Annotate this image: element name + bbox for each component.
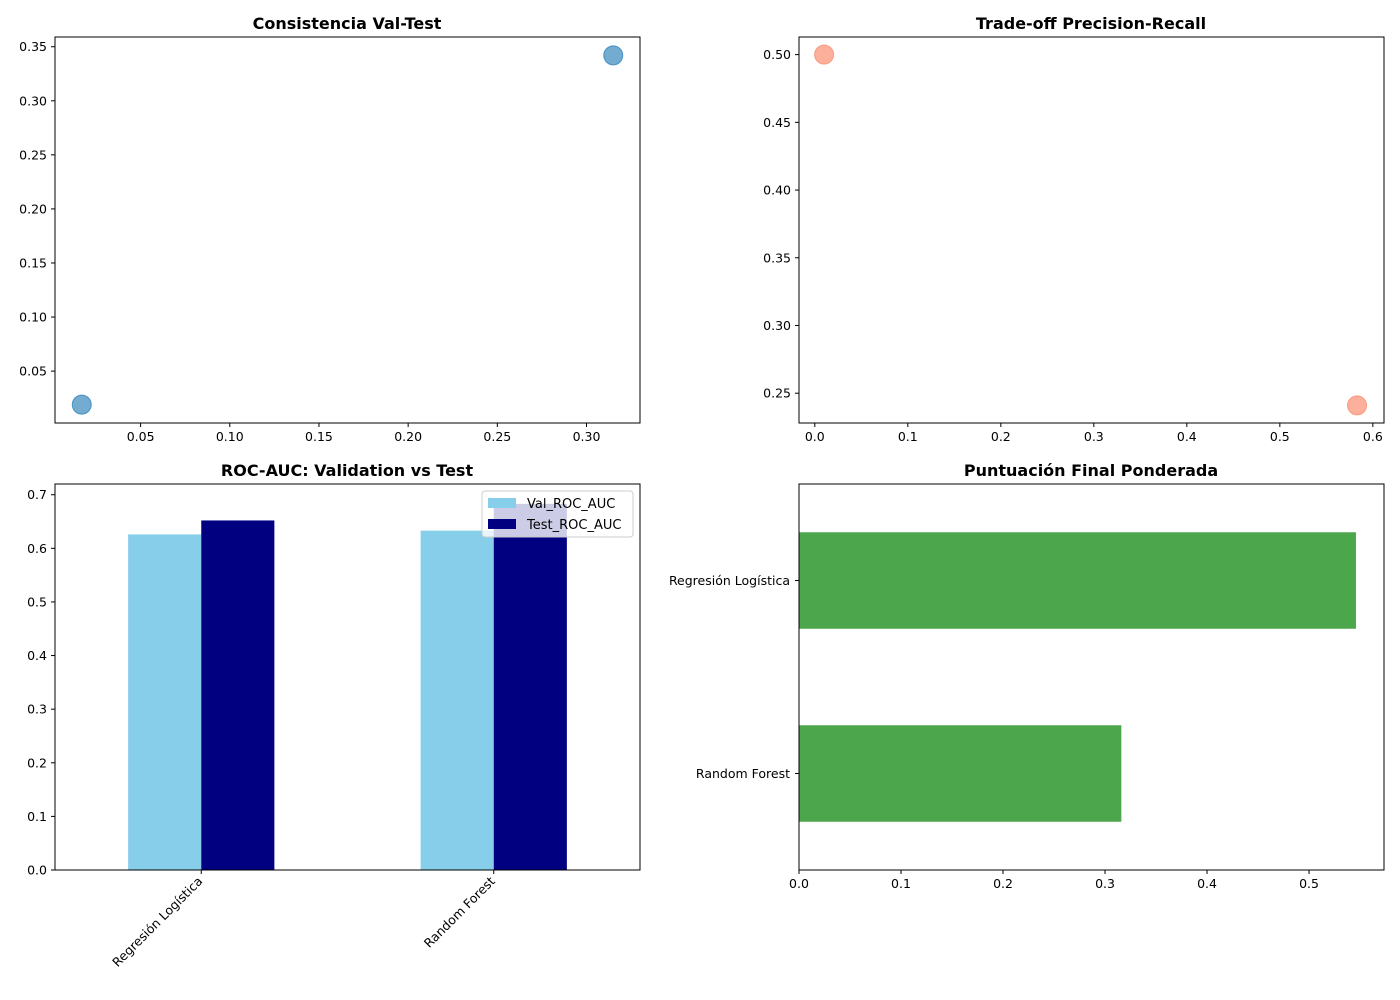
y-tick-label: 0.5	[27, 594, 47, 609]
x-tick-label: 0.4	[1177, 429, 1197, 444]
bar	[201, 520, 275, 870]
x-tick-label: 0.30	[573, 429, 601, 444]
x-axis: 0.05 0.10 0.15 0.20 0.25 0.30	[127, 423, 601, 444]
legend-swatch-val	[488, 498, 516, 508]
scatter-point	[1347, 395, 1368, 416]
x-tick-label: 0.1	[891, 876, 911, 891]
x-tick-label: 0.05	[127, 429, 155, 444]
x-axis: 0.0 0.1 0.2 0.3 0.4 0.5 0.6	[805, 423, 1383, 444]
plot-frame	[54, 36, 641, 424]
scatter-point	[71, 394, 92, 415]
y-tick-label: 0.15	[19, 255, 47, 270]
y-tick-label: 0.35	[19, 39, 47, 54]
y-tick-label: 0.10	[19, 310, 47, 325]
y-tick-label: 0.4	[27, 648, 47, 663]
x-axis: Regresión Logística Random Forest	[109, 870, 498, 970]
legend: Val_ROC_AUC Test_ROC_AUC	[481, 490, 634, 538]
y-tick-label: 0.25	[763, 386, 791, 401]
x-tick-label: 0.5	[1270, 429, 1290, 444]
legend-label-test: Test_ROC_AUC	[526, 518, 621, 533]
y-tick-label: 0.50	[763, 47, 791, 62]
chart-title: Puntuación Final Ponderada	[964, 461, 1218, 480]
plot-frame	[54, 483, 641, 871]
hbars	[799, 532, 1356, 822]
hbar	[799, 725, 1122, 822]
y-tick-label: 0.7	[27, 487, 47, 502]
legend-box	[481, 490, 634, 538]
x-tick-label: Regresión Logística	[109, 874, 205, 970]
hbar	[799, 532, 1356, 629]
x-tick-label: 0.10	[216, 429, 244, 444]
y-tick-label: 0.1	[27, 809, 47, 824]
y-tick-label: 0.45	[763, 115, 791, 130]
bar-groups	[128, 503, 567, 870]
x-tick-label: 0.0	[789, 876, 809, 891]
x-tick-label: 0.2	[991, 429, 1011, 444]
y-tick-label: 0.30	[763, 318, 791, 333]
x-tick-label: 0.5	[1299, 876, 1319, 891]
y-tick-label: 0.05	[19, 364, 47, 379]
chart-consistencia: Consistencia Val-Test 0.05 0.10 0.15 0.20 0.…	[19, 14, 641, 444]
y-axis: 0.25 0.30 0.35 0.40 0.45 0.50	[763, 47, 799, 401]
x-tick-label: Random Forest	[421, 873, 498, 950]
y-tick-label: 0.0	[27, 863, 47, 878]
y-axis: 0.05 0.10 0.15 0.20 0.25 0.30 0.35	[19, 39, 55, 379]
y-tick-label: 0.35	[763, 250, 791, 265]
y-tick-label: Regresión Logística	[669, 573, 790, 588]
x-tick-label: 0.1	[898, 429, 918, 444]
plot-frame	[798, 36, 1385, 424]
plot-frame	[798, 483, 1385, 871]
y-tick-label: 0.3	[27, 702, 47, 717]
y-axis: Regresión Logística Random Forest	[669, 573, 799, 781]
x-tick-label: 0.25	[483, 429, 511, 444]
chart-puntuacion-final: Puntuación Final Ponderada 0.0 0.1 0.2 0.3 0…	[669, 461, 1385, 891]
scatter-point	[814, 44, 835, 65]
y-axis: 0.0 0.1 0.2 0.3 0.4 0.5 0.6 0.7	[27, 487, 55, 878]
x-tick-label: 0.0	[805, 429, 825, 444]
x-tick-label: 0.6	[1363, 429, 1383, 444]
bar	[128, 534, 202, 870]
chart-roc-auc: ROC-AUC: Validation vs Test Regresión Lo…	[27, 461, 641, 970]
y-tick-label: 0.40	[763, 183, 791, 198]
x-tick-label: 0.15	[305, 429, 333, 444]
chart-title: Trade-off Precision-Recall	[976, 14, 1206, 33]
chart-precision-recall: Trade-off Precision-Recall 0.0 0.1 0.2 0.3 0…	[763, 14, 1385, 444]
bar	[493, 503, 567, 870]
scatter-point	[603, 45, 624, 66]
legend-label-val: Val_ROC_AUC	[527, 497, 615, 512]
x-tick-label: 0.3	[1084, 429, 1104, 444]
y-tick-label: 0.25	[19, 147, 47, 162]
x-tick-label: 0.20	[394, 429, 422, 444]
y-tick-label: 0.6	[27, 541, 47, 556]
x-tick-label: 0.3	[1095, 876, 1115, 891]
legend-swatch-test	[488, 519, 516, 529]
bar	[420, 530, 494, 870]
x-axis: 0.0 0.1 0.2 0.3 0.4 0.5	[789, 870, 1319, 891]
chart-title: ROC-AUC: Validation vs Test	[221, 461, 474, 480]
scatter-points	[71, 45, 624, 415]
y-tick-label: 0.30	[19, 93, 47, 108]
scatter-points	[814, 44, 1368, 416]
y-tick-label: 0.20	[19, 201, 47, 216]
y-tick-label: Random Forest	[696, 766, 790, 781]
y-tick-label: 0.2	[27, 755, 47, 770]
x-tick-label: 0.4	[1197, 876, 1217, 891]
x-tick-label: 0.2	[993, 876, 1013, 891]
chart-title: Consistencia Val-Test	[253, 14, 442, 33]
